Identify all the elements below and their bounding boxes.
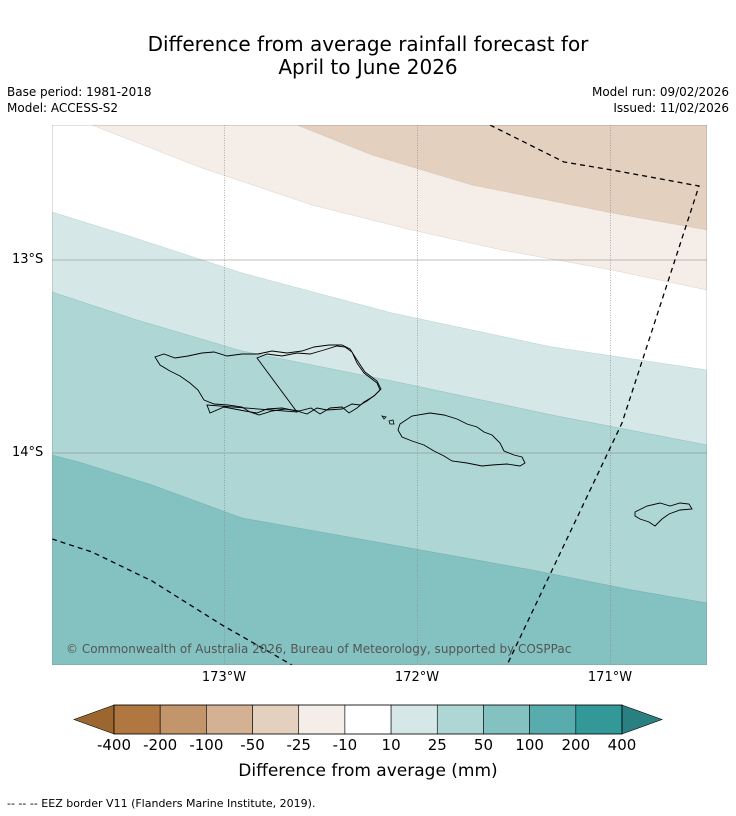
band-50-to-100	[52, 454, 707, 665]
lat-label-13s: 13°S	[12, 252, 44, 267]
colorbar-tick-label: 50	[473, 736, 493, 754]
colorbar-cell	[483, 704, 530, 735]
colorbar-cell	[436, 704, 484, 735]
lon-label-172w: 172°W	[394, 670, 440, 685]
colorbar-cell	[529, 704, 577, 735]
lon-label-171w: 171°W	[587, 670, 633, 685]
savaii-island	[154, 344, 382, 416]
eez-border-south	[52, 538, 293, 665]
colorbar-tick-label: 400	[607, 736, 637, 754]
map-title-line-1: Difference from average rainfall forecas…	[147, 32, 589, 56]
colorbar-title: Difference from average (mm)	[238, 761, 498, 781]
colorbar-cell	[344, 704, 392, 735]
colorbar-tick-label: 25	[427, 736, 447, 754]
forecast-map: © Commonwealth of Australia 2026, Bureau…	[52, 125, 707, 665]
colorbar-cell	[159, 704, 207, 735]
colorbar-cell	[113, 704, 161, 735]
colorbar-cell	[252, 704, 300, 735]
colorbar-cell	[206, 704, 253, 735]
tutuila-island	[634, 502, 693, 527]
eez-footnote: -- -- -- EEZ border V11 (Flanders Marine…	[7, 797, 316, 810]
copyright-text: © Commonwealth of Australia 2026, Bureau…	[66, 642, 571, 656]
base-period-label: Base period: 1981-2018	[7, 85, 152, 99]
colorbar-extend-low	[73, 704, 115, 735]
model-label: Model: ACCESS-S2	[7, 101, 119, 115]
map-title-line-2: April to June 2026	[278, 55, 458, 79]
colorbar-cell	[298, 704, 346, 735]
colorbar-outline	[113, 704, 623, 735]
colorbar-tick-label: -10	[332, 736, 358, 754]
issued-label: Issued: 11/02/2026	[613, 101, 729, 115]
colorbar-extend-high	[621, 704, 663, 735]
upolu-island	[397, 412, 526, 467]
colorbar-tick-label: 10	[381, 736, 401, 754]
colorbar-tick-label: -100	[189, 736, 224, 754]
colorbar-tick-label: -200	[143, 736, 178, 754]
apolima-island	[381, 415, 387, 420]
colorbar-tick-label: -400	[96, 736, 132, 754]
lon-label-173w: 173°W	[201, 670, 247, 685]
colorbar-cell	[390, 704, 438, 735]
colorbar	[73, 704, 663, 735]
gridlines	[52, 125, 707, 665]
eez-border-east	[489, 125, 700, 665]
colorbar-tick-label: -50	[240, 736, 265, 754]
lat-label-14s: 14°S	[12, 445, 44, 460]
manono-island	[388, 419, 395, 425]
band-minus-25-to-minus-10	[91, 125, 707, 291]
colorbar-tick-label: -25	[286, 736, 311, 754]
model-run-label: Model run: 09/02/2026	[591, 85, 729, 99]
colorbar-cell	[575, 704, 623, 735]
colorbar-tick-label: 200	[561, 736, 591, 754]
colorbar-tick-label: 100	[515, 736, 544, 754]
